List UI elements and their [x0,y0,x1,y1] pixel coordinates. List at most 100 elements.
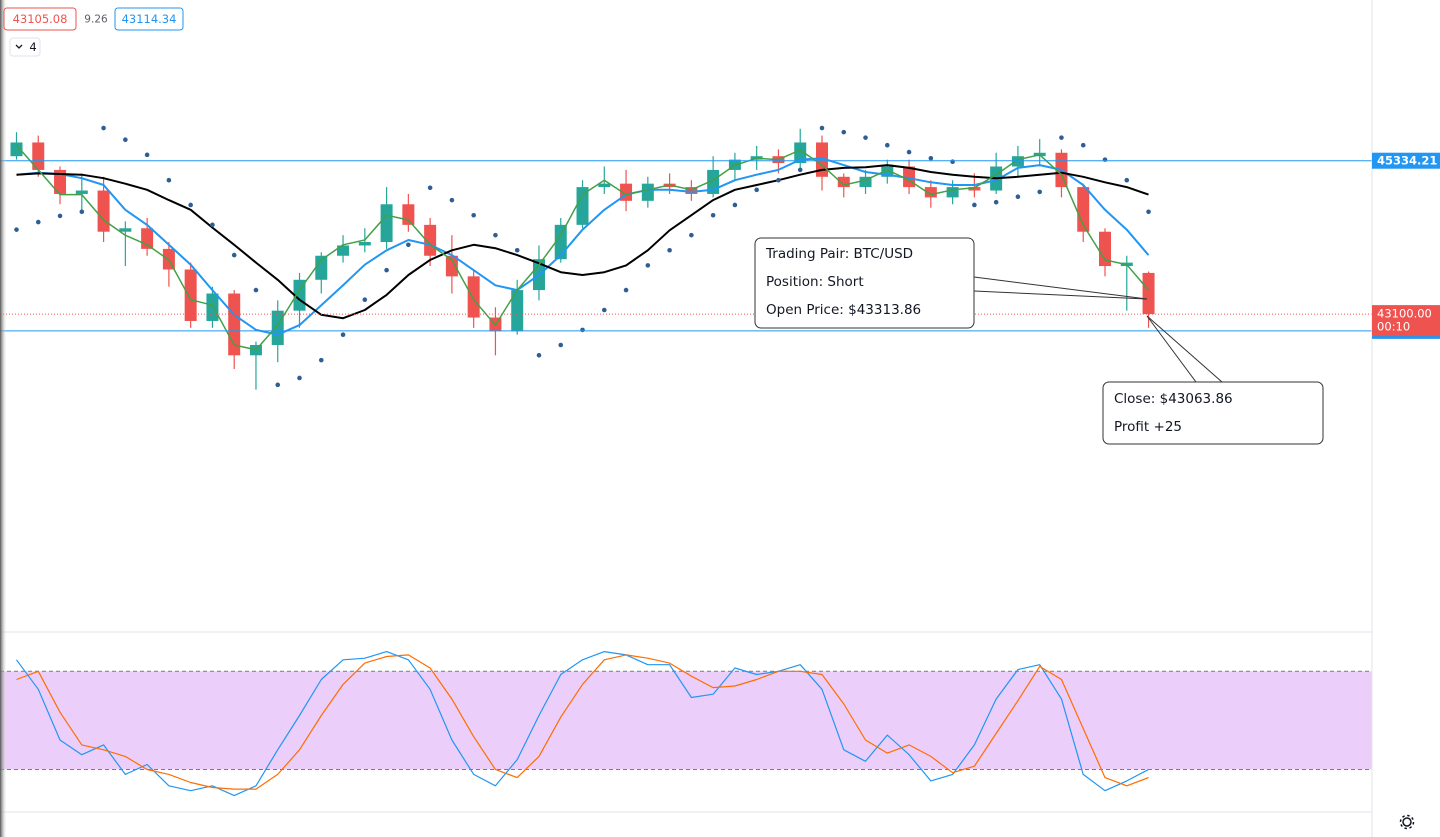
last-price-label: 43100.00 [1377,307,1432,321]
sar-dot [645,263,651,268]
sar-dot [1146,209,1151,215]
indicator-count: 4 [29,40,36,54]
sar-dot [57,213,63,219]
candle-body [54,169,67,194]
grid-layer [0,670,1372,770]
candle-body [119,228,132,232]
ask-price: 43114.34 [122,12,177,26]
bid-price: 43105.08 [13,12,68,26]
callout-pointer [973,276,1148,300]
candle-body [794,142,807,164]
sar-dot [710,212,716,218]
candle-body [511,290,524,332]
sar-dot [253,287,259,293]
sar-dot [297,375,302,381]
candle-body [141,228,154,249]
sar-dot [928,155,934,161]
sar-dot [863,135,868,140]
moving-average-line [16,164,1149,320]
gear-icon [1402,817,1412,827]
sar-dot [1037,189,1042,195]
sar-dot [493,232,498,238]
sar-dot [623,287,629,293]
sar-dot [993,199,999,205]
candle-body [968,187,981,191]
candle-body [337,245,350,256]
sar-dot [1059,135,1064,140]
sar-dot [449,197,455,203]
candle-body [97,190,110,232]
candle-body [1099,231,1111,267]
price-line-label-bg [1372,152,1440,169]
sar-dot [754,187,759,193]
callout-text: Close: $43063.86 [1114,391,1233,407]
sar-dot [558,342,564,348]
candle-body [271,310,284,346]
candle-body [598,183,611,188]
sar-dot [275,382,281,388]
callout-pointer [1146,315,1223,383]
gear-teeth [1399,814,1415,830]
candle-body [467,276,480,318]
callout-text: Profit +25 [1114,419,1182,435]
price-line-label: 45334.21 [1377,154,1437,168]
candle-body [1011,156,1024,167]
callout-text: Position: Short [766,274,864,290]
settings-button[interactable] [1399,814,1415,830]
candle-body [75,190,88,194]
spread: 9.26 [84,14,108,26]
sar-dot [427,185,433,191]
candle-body [402,204,415,225]
sar-dot [536,353,542,358]
sar-dot [580,327,585,333]
callout-text: Trading Pair: BTC/USD [765,246,913,262]
sar-dot [1102,157,1108,162]
candle-body [881,166,894,177]
sar-dot [950,159,955,164]
oscillator-line [16,651,1149,797]
sar-dot [1124,177,1130,183]
marks-layer [0,125,1372,797]
sar-dot [384,267,389,273]
indicator-toggle[interactable] [9,37,41,57]
callout-box [1102,381,1324,445]
sar-dot [188,202,193,208]
sar-dot [14,227,19,232]
sar-dot [340,332,346,338]
sar-dot [79,209,85,215]
window-edge [0,0,7,837]
band-fill [0,671,1372,770]
sar-dot [231,252,237,258]
moving-average-line [15,144,1150,351]
callout-pointer [973,290,1148,300]
sar-dot [841,129,847,135]
sar-dot [101,125,106,131]
candle-body [206,293,219,321]
candle-body [1077,187,1090,232]
sar-dot [906,149,912,155]
countdown-label: 00:10 [1377,320,1410,334]
sar-dot [972,202,977,208]
candle-body [32,142,45,170]
candle-body [1142,272,1155,315]
annotations: Trading Pair: BTC/USD Position: Short Op… [754,237,1324,445]
sar-dot [601,307,607,313]
sar-dot [318,357,324,363]
callout-box [754,237,975,329]
candle-body [837,176,850,188]
sar-dot [689,232,694,238]
ask-box[interactable] [114,7,184,31]
sar-dot [667,247,672,253]
sar-dot [406,242,411,248]
bid-box[interactable] [3,7,77,31]
callout-pointer [1146,315,1197,383]
candle-body [358,242,371,246]
sar-dot [732,202,738,208]
candle-body [184,269,197,321]
candle-body [10,142,23,157]
oscillator-line [16,654,1149,790]
sar-dot [362,297,368,302]
chevron-icon [15,44,23,49]
